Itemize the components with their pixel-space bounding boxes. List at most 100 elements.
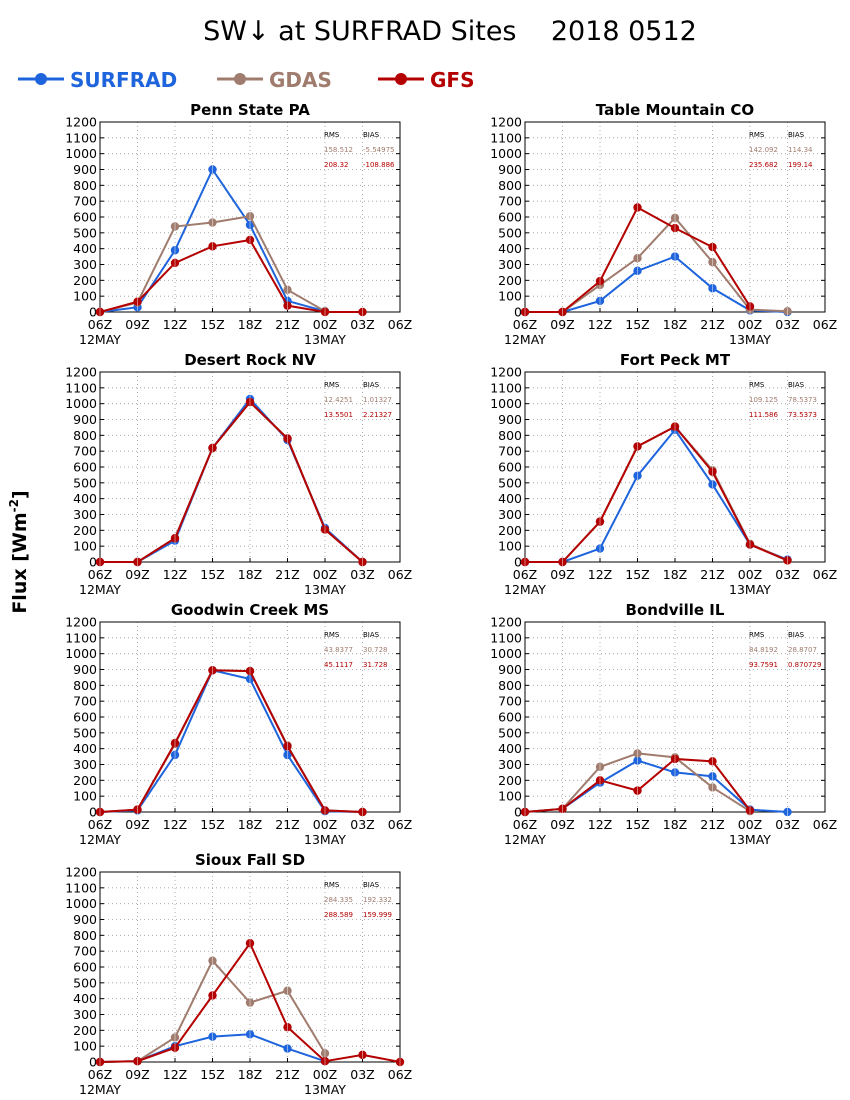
panel-penn-state-pa-series-gfs-line xyxy=(99,238,363,313)
panel-desert-rock-nv-stats-bias-gdas: 1.01327 xyxy=(363,396,392,404)
panel-penn-state-pa-stats-bias-gfs: -108.886 xyxy=(363,161,395,169)
panel-sioux-fall-sd-series-gfs xyxy=(95,939,405,1067)
panel-desert-rock-nv-series-gfs-line xyxy=(100,400,364,563)
panel-penn-state-pa-ytick-label: 400 xyxy=(73,241,97,256)
panel-desert-rock-nv-xtick-label: 09Z xyxy=(125,567,149,582)
panel-goodwin-creek-ms-series-gdas xyxy=(95,666,367,817)
panel-penn-state-pa-xtick-sublabel: 12MAY xyxy=(79,332,121,347)
panel-sioux-fall-sd-ytick-label: 700 xyxy=(73,944,97,959)
panel-desert-rock-nv-series-surfrad-line xyxy=(100,397,364,563)
panel-desert-rock-nv-ytick-label: 400 xyxy=(73,491,97,506)
panel-penn-state-pa-ytick-label: 300 xyxy=(73,257,97,272)
panel-sioux-fall-sd-ytick-label: 500 xyxy=(73,975,97,990)
panel-fort-peck-mt-xtick-label: 03Z xyxy=(775,567,799,582)
legend-item-surfrad: SURFRAD xyxy=(18,68,177,92)
panel-goodwin-creek-ms-series-gdas-line xyxy=(99,669,363,813)
panel-table-mountain-co-xtick-label: 06Z xyxy=(813,317,837,332)
panel-goodwin-creek-ms-xtick-sublabel: 12MAY xyxy=(79,832,121,847)
panel-fort-peck-mt-stats-rms-gfs: 111.586 xyxy=(749,411,778,419)
panel-bondville-il-xtick-label: 09Z xyxy=(550,817,574,832)
panel-desert-rock-nv-xtick-label: 00Z xyxy=(313,567,337,582)
panel-bondville-il-ytick-label: 1100 xyxy=(490,630,522,645)
panel-desert-rock-nv-xtick-label: 18Z xyxy=(238,567,262,582)
panel-bondville-il-xtick-label: 06Z xyxy=(813,817,837,832)
panel-bondville-il-stats-bias-header: BIAS xyxy=(788,631,805,639)
panel-table-mountain-co-xtick-label: 09Z xyxy=(550,317,574,332)
panel-sioux-fall-sd-ytick-label: 200 xyxy=(73,1023,97,1038)
panel-sioux-fall-sd-xtick-label: 06Z xyxy=(88,1067,112,1082)
panel-sioux-fall-sd-xtick-sublabel: 13MAY xyxy=(304,1082,346,1097)
panel-bondville-il-ytick-label: 900 xyxy=(498,662,522,677)
panel-fort-peck-mt-xtick-sublabel: 13MAY xyxy=(729,582,771,597)
panel-penn-state-pa-ytick-label: 200 xyxy=(73,273,97,288)
panel-sioux-fall-sd-stats-rms-gfs: 288.589 xyxy=(324,911,353,919)
panel-fort-peck-mt-title: Fort Peck MT xyxy=(620,351,731,369)
panel-penn-state-pa-ytick-label: 500 xyxy=(73,225,97,240)
panel-table-mountain-co-ytick-label: 600 xyxy=(498,210,522,225)
panel-goodwin-creek-ms-ytick-label: 0 xyxy=(89,805,97,820)
panel-bondville-il-ytick-label: 400 xyxy=(498,741,522,756)
panel-fort-peck-mt-xtick-label: 00Z xyxy=(738,567,762,582)
panel-table-mountain-co-ytick-label: 0 xyxy=(514,305,522,320)
panel-table-mountain-co-xtick-label: 12Z xyxy=(588,317,612,332)
panel-penn-state-pa-ytick-label: 100 xyxy=(73,289,97,304)
panel-table-mountain-co-xtick-sublabel: 12MAY xyxy=(504,332,546,347)
panel-fort-peck-mt-stats-rms-header: RMS xyxy=(749,381,765,389)
panel-bondville-il-ytick-label: 300 xyxy=(498,757,522,772)
panel-table-mountain-co-series-gdas-line xyxy=(525,216,788,313)
panel-bondville-il-ytick-label: 500 xyxy=(498,725,522,740)
panel-table-mountain-co-ytick-label: 100 xyxy=(498,289,522,304)
panel-fort-peck-mt-ytick-label: 200 xyxy=(498,523,522,538)
panel-fort-peck-mt-xtick-label: 15Z xyxy=(625,567,649,582)
panel-goodwin-creek-ms-ytick-label: 300 xyxy=(73,757,97,772)
panel-bondville-il-ytick-label: 1200 xyxy=(490,615,522,630)
panel-table-mountain-co-stats-bias-header: BIAS xyxy=(788,131,805,139)
panel-sioux-fall-sd-ytick-label: 1100 xyxy=(65,880,97,895)
panel-fort-peck-mt-ytick-label: 700 xyxy=(498,444,522,459)
panel-fort-peck-mt-xtick-label: 12Z xyxy=(588,567,612,582)
panel-desert-rock-nv-xtick-label: 06Z xyxy=(88,567,112,582)
panel-desert-rock-nv-xtick-label: 12Z xyxy=(163,567,187,582)
y-axis-label-close: ] xyxy=(9,490,31,499)
panel-desert-rock-nv: Desert Rock NV 01002003004005006007008009… xyxy=(65,351,412,597)
panel-sioux-fall-sd-ytick-label: 1200 xyxy=(65,865,97,880)
panel-bondville-il-ytick-label: 1000 xyxy=(490,646,522,661)
panel-penn-state-pa-ytick-label: 900 xyxy=(73,162,97,177)
panel-table-mountain-co-stats-bias-gfs: 199.14 xyxy=(788,161,813,169)
panel-goodwin-creek-ms-xtick-label: 00Z xyxy=(313,817,337,832)
panel-goodwin-creek-ms-ytick-label: 1200 xyxy=(65,615,97,630)
panel-goodwin-creek-ms-xtick-sublabel: 13MAY xyxy=(304,832,346,847)
panel-sioux-fall-sd: Sioux Fall SD 010020030040050060070080090… xyxy=(65,851,412,1097)
panel-bondville-il-series-gfs xyxy=(520,754,755,817)
panel-fort-peck-mt-stats-bias-header: BIAS xyxy=(788,381,805,389)
panel-sioux-fall-sd-ytick-label: 0 xyxy=(89,1055,97,1070)
panel-sioux-fall-sd-stats-bias-gdas: 192.332 xyxy=(363,896,392,904)
panel-goodwin-creek-ms-ytick-label: 1000 xyxy=(65,646,97,661)
panel-desert-rock-nv-ytick-label: 0 xyxy=(89,555,97,570)
panel-table-mountain-co-ytick-label: 200 xyxy=(498,273,522,288)
panel-penn-state-pa-xtick-label: 06Z xyxy=(388,317,412,332)
panel-desert-rock-nv-ytick-label: 200 xyxy=(73,523,97,538)
panel-goodwin-creek-ms-xtick-label: 15Z xyxy=(200,817,224,832)
panel-desert-rock-nv-xtick-label: 03Z xyxy=(350,567,374,582)
panel-fort-peck-mt-xtick-label: 06Z xyxy=(813,567,837,582)
panel-table-mountain-co-ytick-label: 900 xyxy=(498,162,522,177)
panel-desert-rock-nv-ytick-label: 300 xyxy=(73,507,97,522)
panel-bondville-il-stats-bias-gdas: 28.8707 xyxy=(788,646,817,654)
panel-desert-rock-nv-ytick-label: 500 xyxy=(73,475,97,490)
panel-bondville-il-ytick-label: 100 xyxy=(498,789,522,804)
panel-desert-rock-nv-ytick-label: 800 xyxy=(73,428,97,443)
panel-penn-state-pa-xtick-label: 06Z xyxy=(88,317,112,332)
panel-goodwin-creek-ms-ytick-label: 400 xyxy=(73,741,97,756)
panel-fort-peck-mt: Fort Peck MT 0100200300400500600700800900… xyxy=(490,351,837,597)
legend-item-gfs: GFS xyxy=(378,68,474,92)
panel-bondville-il-stats-bias-gfs: 0.870729 xyxy=(788,661,821,669)
panel-fort-peck-mt-ytick-label: 800 xyxy=(498,428,522,443)
panel-bondville-il-xtick-label: 12Z xyxy=(588,817,612,832)
panel-table-mountain-co-title: Table Mountain CO xyxy=(596,101,754,119)
panel-table-mountain-co-ytick-label: 1000 xyxy=(490,146,522,161)
panel-fort-peck-mt-ytick-label: 900 xyxy=(498,412,522,427)
panel-goodwin-creek-ms-stats-rms-header: RMS xyxy=(324,631,340,639)
panel-bondville-il-xtick-label: 03Z xyxy=(775,817,799,832)
